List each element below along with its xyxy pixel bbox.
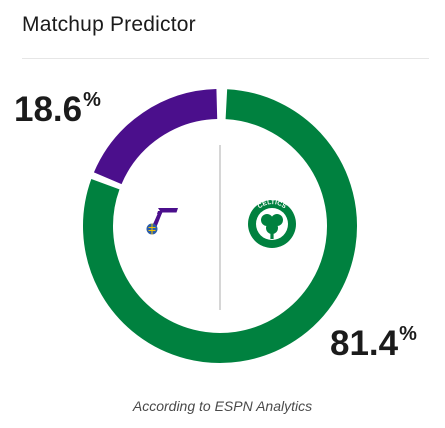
celtics-logo-text: CELTICS xyxy=(257,199,289,211)
away-percent-symbol: % xyxy=(83,89,101,111)
away-win-percentage: 18.6% xyxy=(14,89,101,129)
divider xyxy=(22,58,429,59)
svg-text:CELTICS: CELTICS xyxy=(257,199,289,211)
source-note: According to ESPN Analytics xyxy=(132,398,313,414)
utah-jazz-logo-icon xyxy=(146,208,178,235)
page-title: Matchup Predictor xyxy=(22,13,196,36)
home-win-arc xyxy=(83,89,357,363)
away-win-arc xyxy=(93,89,218,185)
away-percent-value: 18.6 xyxy=(14,90,83,129)
home-win-percentage: 81.4% xyxy=(330,323,417,363)
home-percent-value: 81.4 xyxy=(330,324,399,363)
home-percent-symbol: % xyxy=(399,323,417,345)
boston-celtics-logo-icon: CELTICS xyxy=(248,199,296,248)
